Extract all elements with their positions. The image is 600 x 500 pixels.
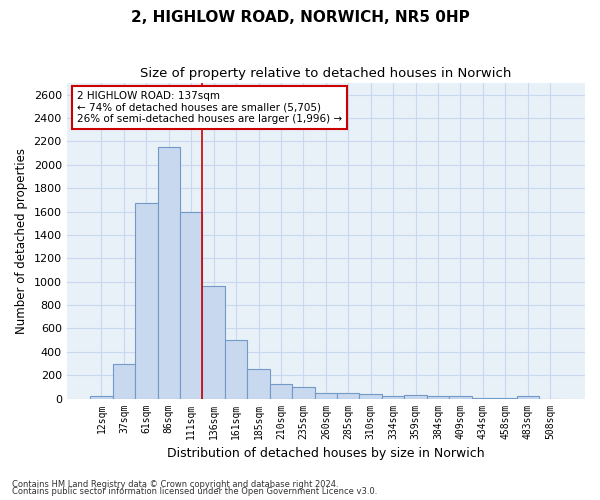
Bar — [404, 395, 427, 398]
Bar — [158, 148, 180, 398]
Bar — [382, 396, 404, 398]
Bar — [337, 392, 359, 398]
Bar — [180, 212, 202, 398]
Bar — [247, 370, 270, 398]
Text: 2, HIGHLOW ROAD, NORWICH, NR5 0HP: 2, HIGHLOW ROAD, NORWICH, NR5 0HP — [131, 10, 469, 25]
Bar — [314, 392, 337, 398]
Text: 2 HIGHLOW ROAD: 137sqm
← 74% of detached houses are smaller (5,705)
26% of semi-: 2 HIGHLOW ROAD: 137sqm ← 74% of detached… — [77, 91, 342, 124]
Text: Contains HM Land Registry data © Crown copyright and database right 2024.: Contains HM Land Registry data © Crown c… — [12, 480, 338, 489]
Bar — [517, 396, 539, 398]
Text: Contains public sector information licensed under the Open Government Licence v3: Contains public sector information licen… — [12, 487, 377, 496]
X-axis label: Distribution of detached houses by size in Norwich: Distribution of detached houses by size … — [167, 447, 485, 460]
Bar — [449, 396, 472, 398]
Bar — [427, 396, 449, 398]
Title: Size of property relative to detached houses in Norwich: Size of property relative to detached ho… — [140, 68, 512, 80]
Bar — [135, 204, 158, 398]
Y-axis label: Number of detached properties: Number of detached properties — [15, 148, 28, 334]
Bar — [225, 340, 247, 398]
Bar — [90, 396, 113, 398]
Bar — [359, 394, 382, 398]
Bar — [113, 364, 135, 398]
Bar — [270, 384, 292, 398]
Bar — [292, 387, 314, 398]
Bar — [202, 286, 225, 399]
